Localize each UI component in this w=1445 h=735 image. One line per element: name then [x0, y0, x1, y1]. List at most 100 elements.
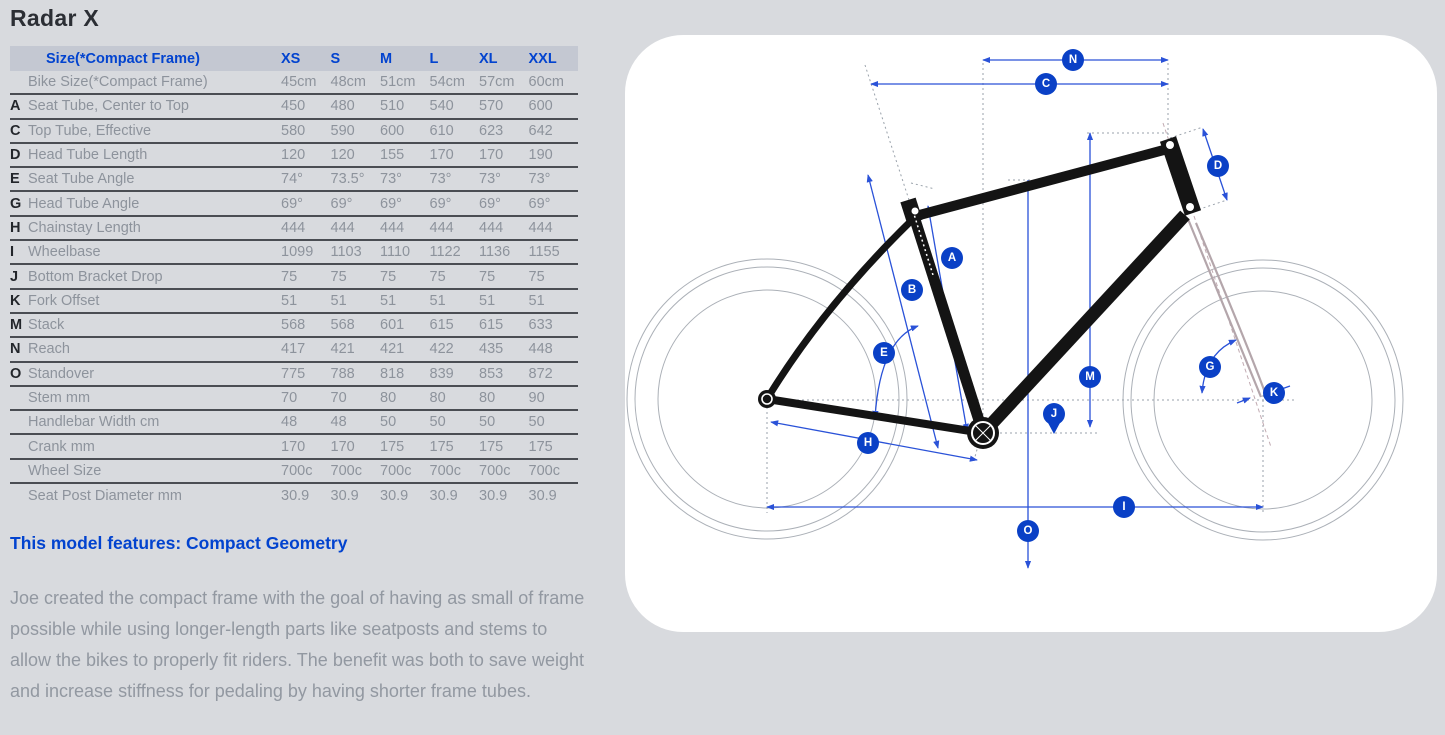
row-value: 120	[330, 147, 355, 164]
row-letter: G	[10, 195, 22, 212]
row-label: Head Tube Length	[28, 147, 148, 164]
chainstay	[766, 395, 984, 437]
row-letter: N	[10, 341, 21, 358]
bike-frame	[764, 136, 1202, 437]
row-value: 175	[479, 438, 504, 455]
row-label: Handlebar Width cm	[28, 414, 160, 431]
row-value: 48	[281, 414, 298, 431]
row-value: 1136	[479, 244, 511, 261]
row-value: 775	[281, 365, 306, 382]
row-value: 69°	[330, 195, 353, 212]
fork-blades	[1186, 218, 1269, 399]
row-value: 1103	[330, 244, 362, 261]
table-row: A Seat Tube, Center to Top 450 480 510 540 570…	[10, 95, 578, 120]
row-label: Seat Post Diameter mm	[28, 488, 182, 505]
seat-cluster-junction	[911, 207, 919, 215]
row-value: 700c	[330, 462, 362, 479]
row-value: 75	[528, 268, 545, 285]
page-title: Radar X	[10, 5, 100, 31]
row-value: 633	[528, 317, 553, 334]
row-value: 600	[528, 98, 553, 115]
row-value: 700c	[380, 462, 412, 479]
row-value: 75	[429, 268, 446, 285]
row-value: 175	[380, 438, 405, 455]
row-value: 69°	[429, 195, 452, 212]
row-value: 610	[429, 122, 454, 139]
table-row: Seat Post Diameter mm 30.9 30.9 30.9 30.9 30.…	[10, 484, 578, 508]
header-size-l: L	[429, 50, 439, 67]
row-value: 421	[380, 341, 405, 358]
row-label: Stem mm	[28, 390, 91, 406]
row-value: 50	[528, 414, 545, 431]
row-value: 642	[528, 122, 553, 139]
row-value: 623	[479, 122, 504, 139]
row-value: 51	[528, 292, 545, 309]
row-label: Fork Offset	[28, 292, 100, 309]
table-row: M Stack 568 568 601 615 615 633	[10, 314, 578, 339]
row-value: 80	[380, 390, 397, 406]
geometry-table-body: Bike Size(*Compact Frame) 45cm 48cm 51cm 54c…	[10, 71, 578, 508]
header-size-label: Size(*Compact Frame)	[46, 50, 200, 67]
row-value: 700c	[479, 462, 511, 479]
header-size-xl: XL	[479, 50, 498, 67]
table-row: N Reach 417 421 421 422 435 448	[10, 338, 578, 363]
description-paragraph: Joe created the compact frame with the g…	[10, 588, 585, 701]
row-value: 788	[330, 365, 355, 382]
row-value: 73°	[528, 171, 551, 188]
table-row: Bike Size(*Compact Frame) 45cm 48cm 51cm 54c…	[10, 71, 578, 96]
row-value: 75	[281, 268, 298, 285]
row-value: 48	[330, 414, 347, 431]
row-value: 175	[429, 438, 454, 455]
row-value: 170	[281, 438, 306, 455]
row-value: 568	[281, 317, 306, 334]
features-line: This model features: Compact Geometry	[10, 533, 348, 553]
row-letter: D	[10, 147, 21, 164]
row-value: 75	[330, 268, 347, 285]
row-value: 853	[479, 365, 504, 382]
diagram-label-badge-g: G	[1199, 356, 1221, 378]
diagram-label-badge-o: O	[1017, 520, 1039, 542]
row-label: Top Tube, Effective	[28, 122, 152, 139]
row-value: 872	[528, 365, 553, 382]
row-value: 51	[380, 292, 397, 309]
row-value: 580	[281, 122, 306, 139]
table-row: E Seat Tube Angle 74° 73.5° 73° 73° 73° 73°	[10, 168, 578, 193]
row-value: 444	[281, 219, 306, 236]
row-value: 568	[330, 317, 355, 334]
row-value: 422	[429, 341, 454, 358]
table-row: H Chainstay Length 444 444 444 444 444 444	[10, 217, 578, 242]
diagram-label-badge-i: I	[1113, 496, 1135, 518]
row-value: 74°	[281, 171, 303, 188]
row-value: 417	[281, 341, 306, 358]
row-letter: O	[10, 365, 22, 382]
row-value: 69°	[528, 195, 551, 212]
row-value: 51	[429, 292, 446, 309]
row-value: 90	[528, 390, 545, 406]
row-value: 73°	[429, 171, 452, 188]
header-size-s: S	[330, 50, 341, 67]
diagram-label-badge-e: E	[873, 342, 895, 364]
table-row: Crank mm 170 170 175 175 175 175	[10, 435, 578, 460]
table-row: K Fork Offset 51 51 51 51 51 51	[10, 290, 578, 314]
row-value: 48cm	[330, 74, 366, 91]
geometry-table-header: Size(*Compact Frame) XS S M L XL XXL	[10, 46, 578, 71]
row-letter: E	[10, 171, 20, 188]
row-value: 170	[429, 147, 454, 164]
row-value: 421	[330, 341, 355, 358]
table-row: J Bottom Bracket Drop 75 75 75 75 75 75	[10, 265, 578, 290]
table-row: C Top Tube, Effective 580 590 600 610 623 642	[10, 120, 578, 144]
row-label: Head Tube Angle	[28, 195, 140, 212]
row-value: 80	[429, 390, 446, 406]
row-letter: M	[10, 317, 23, 334]
head-tube-bottom-junction	[1186, 203, 1194, 211]
diagram-label-badge-c: C	[1035, 73, 1057, 95]
table-row: G Head Tube Angle 69° 69° 69° 69° 69° 69°	[10, 192, 578, 217]
table-row: I Wheelbase 1099 1103 1110 1122 1136 1155	[10, 241, 578, 266]
row-value: 30.9	[479, 488, 508, 505]
diagram-label-badge-k: K	[1263, 382, 1285, 404]
row-value: 1099	[281, 244, 314, 261]
row-label: Wheel Size	[28, 462, 102, 479]
row-value: 615	[429, 317, 454, 334]
seat-post-centerline	[912, 210, 934, 276]
row-value: 50	[479, 414, 496, 431]
